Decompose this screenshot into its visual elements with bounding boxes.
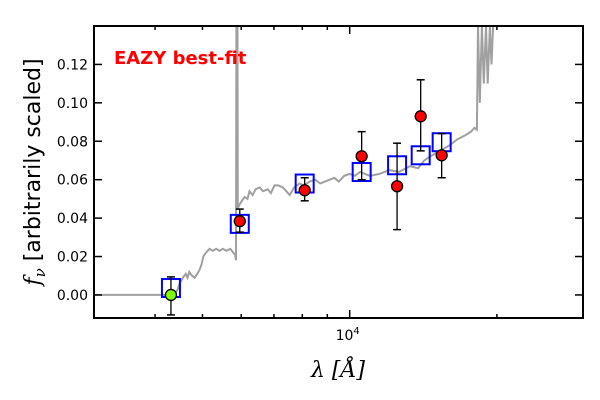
observed-flux-marker (390, 180, 404, 193)
axis-ticks: 0.00 0.02 0.04 0.06 0.08 0.10 0.12 104 (57, 26, 583, 344)
x-tick-label-base: 10 (336, 328, 354, 344)
observed-flux-marker (233, 215, 246, 228)
model-flux-layer (160, 132, 452, 299)
x-tick-label-exponent: 4 (353, 326, 359, 337)
model-spectrum-line (94, 26, 495, 296)
y-tick-label: 0.04 (57, 211, 88, 227)
y-tick-label: 0.08 (57, 134, 88, 150)
observed-point (233, 208, 246, 233)
y-label-text: [arbitrarily scaled] (21, 58, 46, 261)
observed-flux-marker (435, 149, 448, 162)
y-axis-label: fν [arbitrarily scaled] (21, 58, 49, 287)
y-tick-label: 0.02 (57, 250, 88, 266)
observed-point (298, 177, 311, 202)
plot-frame (93, 25, 584, 319)
x-axis-label: λ [Å] (310, 355, 365, 383)
y-tick-label: 0.10 (57, 96, 88, 112)
observed-point (390, 142, 404, 231)
y-tick-label: 0.00 (57, 288, 88, 304)
observed-flux-layer (164, 79, 448, 316)
model-spectrum-layer (94, 26, 495, 296)
y-tick-label: 0.06 (57, 173, 88, 189)
y-tick-label: 0.12 (57, 57, 88, 73)
y-label-sub: ν (31, 268, 49, 277)
annotation-eazy: EAZY best-fit (114, 48, 247, 69)
observed-flux-marker (164, 288, 178, 302)
observed-point (435, 132, 448, 179)
x-tick-label: 104 (336, 326, 360, 344)
observed-point (414, 79, 427, 152)
observed-flux-marker (298, 184, 311, 197)
observed-point (355, 130, 368, 181)
observed-flux-marker (414, 110, 427, 123)
observed-point (164, 276, 178, 316)
observed-flux-marker (355, 150, 368, 163)
